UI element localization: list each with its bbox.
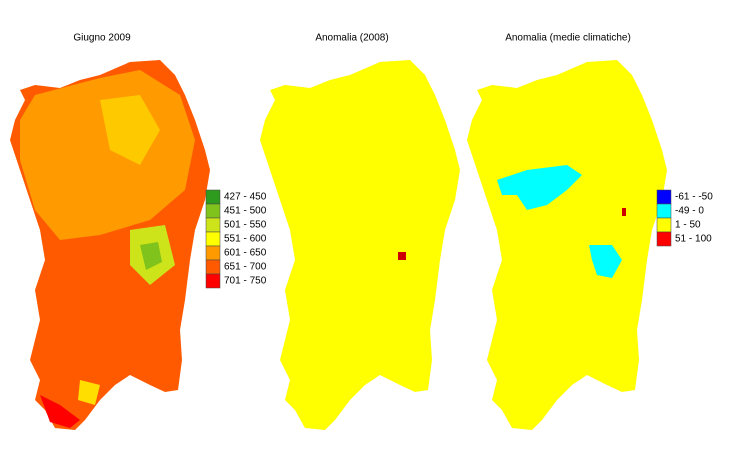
legend-swatch [656, 217, 672, 233]
legend-swatch [205, 245, 221, 261]
map-title: Anomalia (2008) [315, 33, 388, 44]
legend-swatch [656, 231, 672, 247]
map-giugno [10, 60, 210, 430]
legend-swatch [205, 203, 221, 219]
legend-label: -61 - -50 [675, 192, 713, 203]
legend-swatch [205, 273, 221, 289]
map-title: Giugno 2009 [73, 33, 131, 44]
legend-swatch [656, 203, 672, 219]
legend-label: 551 - 600 [224, 234, 267, 245]
legend-swatch [205, 217, 221, 233]
legend-label: 651 - 700 [224, 262, 267, 273]
legend-label: 1 - 50 [675, 220, 701, 231]
legend-swatch [656, 189, 672, 205]
map-anomalia-clima [467, 60, 667, 430]
legend-label: 501 - 550 [224, 220, 267, 231]
legend-swatch [205, 231, 221, 247]
map-title: Anomalia (medie climatiche) [505, 33, 631, 44]
legend-swatch [205, 189, 221, 205]
legend-label: -49 - 0 [675, 206, 704, 217]
legend-label: 601 - 650 [224, 248, 267, 259]
legend-label: 701 - 750 [224, 276, 267, 287]
legend-label: 51 - 100 [675, 234, 712, 245]
map-anomalia-2008 [260, 60, 460, 430]
legend-label: 451 - 500 [224, 206, 267, 217]
legend-swatch [205, 259, 221, 275]
legend-label: 427 - 450 [224, 192, 267, 203]
